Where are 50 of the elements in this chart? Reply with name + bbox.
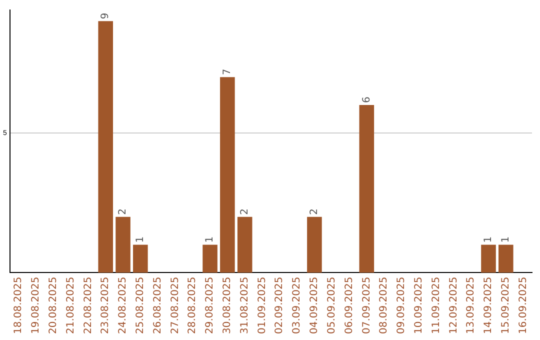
x-tick-label: 12.09.2025 — [448, 276, 460, 334]
bar — [220, 77, 235, 273]
x-tick-label: 01.09.2025 — [256, 276, 268, 334]
data-label: 9 — [100, 12, 112, 20]
x-tick-label: 29.08.2025 — [204, 276, 216, 334]
bar — [133, 244, 148, 273]
data-label: 1 — [483, 236, 494, 243]
x-tick-label: 20.08.2025 — [48, 276, 59, 334]
x-tick-label: 14.09.2025 — [483, 276, 494, 334]
data-label: 1 — [204, 236, 216, 243]
x-tick-label: 26.08.2025 — [152, 276, 164, 334]
x-tick-label: 03.09.2025 — [292, 276, 303, 334]
bar — [498, 244, 514, 273]
x-tick-label: 23.08.2025 — [100, 276, 112, 334]
x-tick-label: 28.08.2025 — [187, 276, 198, 334]
x-tick-label: 07.09.2025 — [361, 276, 372, 334]
data-label: 7 — [222, 68, 234, 76]
data-label: 2 — [239, 208, 250, 215]
bar — [98, 21, 114, 273]
x-tick-label: 19.08.2025 — [30, 276, 42, 334]
x-tick-label: 06.09.2025 — [344, 276, 355, 334]
data-label: 2 — [309, 208, 320, 215]
bar — [307, 216, 322, 273]
x-tick-label: 04.09.2025 — [309, 276, 320, 334]
x-tick-label: 11.09.2025 — [430, 276, 442, 334]
bar — [202, 244, 218, 273]
bar — [237, 216, 252, 273]
x-tick-label: 10.09.2025 — [413, 276, 424, 334]
data-label: 1 — [500, 236, 512, 243]
x-tick-label: 30.08.2025 — [222, 276, 234, 334]
x-tick-label: 22.08.2025 — [82, 276, 94, 334]
x-tick-label: 16.09.2025 — [518, 276, 529, 334]
x-tick-label: 13.09.2025 — [466, 276, 477, 334]
x-tick-label: 31.08.2025 — [239, 276, 250, 334]
bar — [481, 244, 496, 273]
data-label: 6 — [361, 96, 372, 104]
bar — [116, 216, 130, 273]
bar — [359, 105, 374, 273]
data-label: 2 — [118, 208, 129, 215]
x-tick-label: 15.09.2025 — [500, 276, 512, 334]
x-tick-label: 05.09.2025 — [326, 276, 338, 334]
x-tick-label: 21.08.2025 — [65, 276, 76, 334]
x-tick-label: 08.09.2025 — [378, 276, 390, 334]
x-tick-label: 25.08.2025 — [135, 276, 146, 334]
x-tick-label: 09.09.2025 — [396, 276, 408, 334]
x-tick-label: 27.08.2025 — [170, 276, 181, 334]
x-tick-label: 18.08.2025 — [13, 276, 24, 334]
x-tick-label: 02.09.2025 — [274, 276, 286, 334]
data-label: 1 — [135, 236, 146, 243]
x-tick-label: 24.08.2025 — [118, 276, 129, 334]
